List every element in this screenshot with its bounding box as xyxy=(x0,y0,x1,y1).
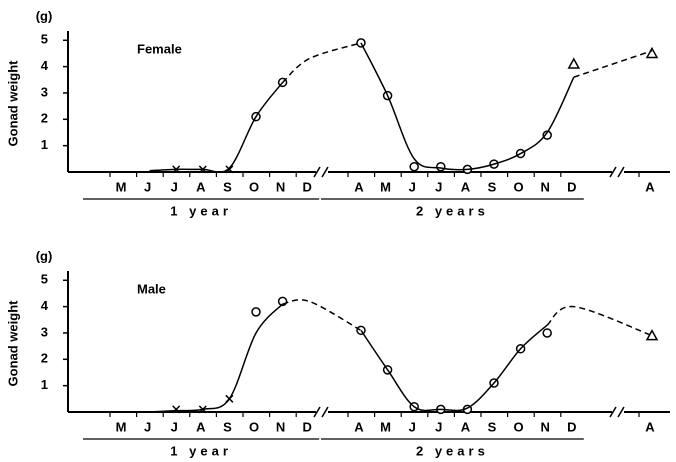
x-tick-label: M xyxy=(116,179,127,194)
circle-marker xyxy=(409,161,419,172)
cross-marker xyxy=(172,405,181,414)
x-tick-label: J xyxy=(435,419,442,434)
panel: (g) Gonad weight Female 1 2 3 4 5 M J J A S O N D A M J J A S… xyxy=(5,8,670,218)
x-tick-label: S xyxy=(223,419,232,434)
y-tick-label: 1 xyxy=(41,137,48,152)
y-tick-label: 4 xyxy=(41,298,49,313)
axis-break xyxy=(609,406,617,418)
x-tick-label: A xyxy=(354,419,364,434)
triangle-marker xyxy=(567,57,581,69)
x-tick-label: D xyxy=(303,419,312,434)
x-tick-label: D xyxy=(567,179,576,194)
group-label: 2 years xyxy=(416,443,489,458)
x-tick-label: N xyxy=(541,419,550,434)
circle-marker xyxy=(251,307,261,317)
curve xyxy=(149,81,284,174)
panels: (g) Gonad weight Female 1 2 3 4 5 M J J A S O N D A M J J A S… xyxy=(5,8,670,458)
axis-break xyxy=(313,166,321,178)
axis-break xyxy=(321,166,329,178)
curve xyxy=(360,324,548,412)
x-tick-label: J xyxy=(171,179,178,194)
panel-label: Male xyxy=(137,281,166,296)
x-tick-label: S xyxy=(488,419,497,434)
curve xyxy=(573,50,653,78)
y-tick-label: 3 xyxy=(41,84,48,99)
triangle-marker xyxy=(645,46,659,59)
x-tick-label: N xyxy=(276,419,285,434)
x-tick-label: A xyxy=(196,179,206,194)
curve xyxy=(546,305,653,337)
x-tick-label: A xyxy=(196,419,206,434)
x-tick-label: O xyxy=(249,179,259,194)
y-tick-label: 3 xyxy=(41,324,48,339)
circle-marker xyxy=(436,161,446,172)
x-tick-label: O xyxy=(514,179,524,194)
x-tick-label: J xyxy=(171,419,178,434)
y-axis-label: Gonad weight xyxy=(5,60,20,147)
x-tick-label: M xyxy=(380,419,391,434)
triangle-marker xyxy=(645,329,659,341)
x-tick-label: O xyxy=(249,419,259,434)
x-tick-label: J xyxy=(409,419,416,434)
circle-marker xyxy=(542,130,552,140)
x-tick-label: J xyxy=(144,419,151,434)
axis-break xyxy=(617,406,625,418)
panel: (g) Gonad weight Male 1 2 3 4 5 M J J A S O N D A M J J A S O N… xyxy=(5,248,670,458)
group-label: 2 years xyxy=(416,203,489,218)
x-tick-label: A xyxy=(645,419,655,434)
curve xyxy=(282,299,362,331)
group-label: 1 year xyxy=(170,443,232,458)
x-tick-label: A xyxy=(461,419,471,434)
curve xyxy=(360,42,575,171)
y-unit: (g) xyxy=(36,248,53,263)
panel-label: Female xyxy=(137,41,182,56)
x-tick-label: D xyxy=(567,419,576,434)
axis-break xyxy=(313,406,321,418)
x-tick-label: M xyxy=(380,179,391,194)
y-tick-label: 5 xyxy=(41,272,48,287)
x-tick-label: N xyxy=(276,179,285,194)
x-tick-label: S xyxy=(223,179,232,194)
circle-marker xyxy=(542,328,552,338)
x-tick-label: M xyxy=(116,419,127,434)
x-tick-label: A xyxy=(461,179,471,194)
x-tick-label: A xyxy=(645,179,655,194)
y-tick-label: 1 xyxy=(41,377,48,392)
x-tick-label: D xyxy=(303,179,312,194)
x-tick-label: J xyxy=(144,179,151,194)
x-tick-label: O xyxy=(514,419,524,434)
axis-break xyxy=(321,406,329,418)
y-tick-label: 5 xyxy=(41,32,48,47)
y-unit: (g) xyxy=(36,8,53,23)
group-label: 1 year xyxy=(170,203,232,218)
x-tick-label: J xyxy=(409,179,416,194)
cross-marker xyxy=(225,165,234,174)
curve xyxy=(149,303,284,413)
y-tick-label: 4 xyxy=(41,58,49,73)
y-tick-label: 2 xyxy=(41,351,48,366)
axis-break xyxy=(617,166,625,178)
x-tick-label: J xyxy=(435,179,442,194)
y-axis-label: Gonad weight xyxy=(5,300,20,387)
y-tick-label: 2 xyxy=(41,111,48,126)
axis-break xyxy=(609,166,617,178)
x-tick-label: N xyxy=(541,179,550,194)
x-tick-label: A xyxy=(354,179,364,194)
x-tick-label: S xyxy=(488,179,497,194)
curve xyxy=(282,42,362,83)
